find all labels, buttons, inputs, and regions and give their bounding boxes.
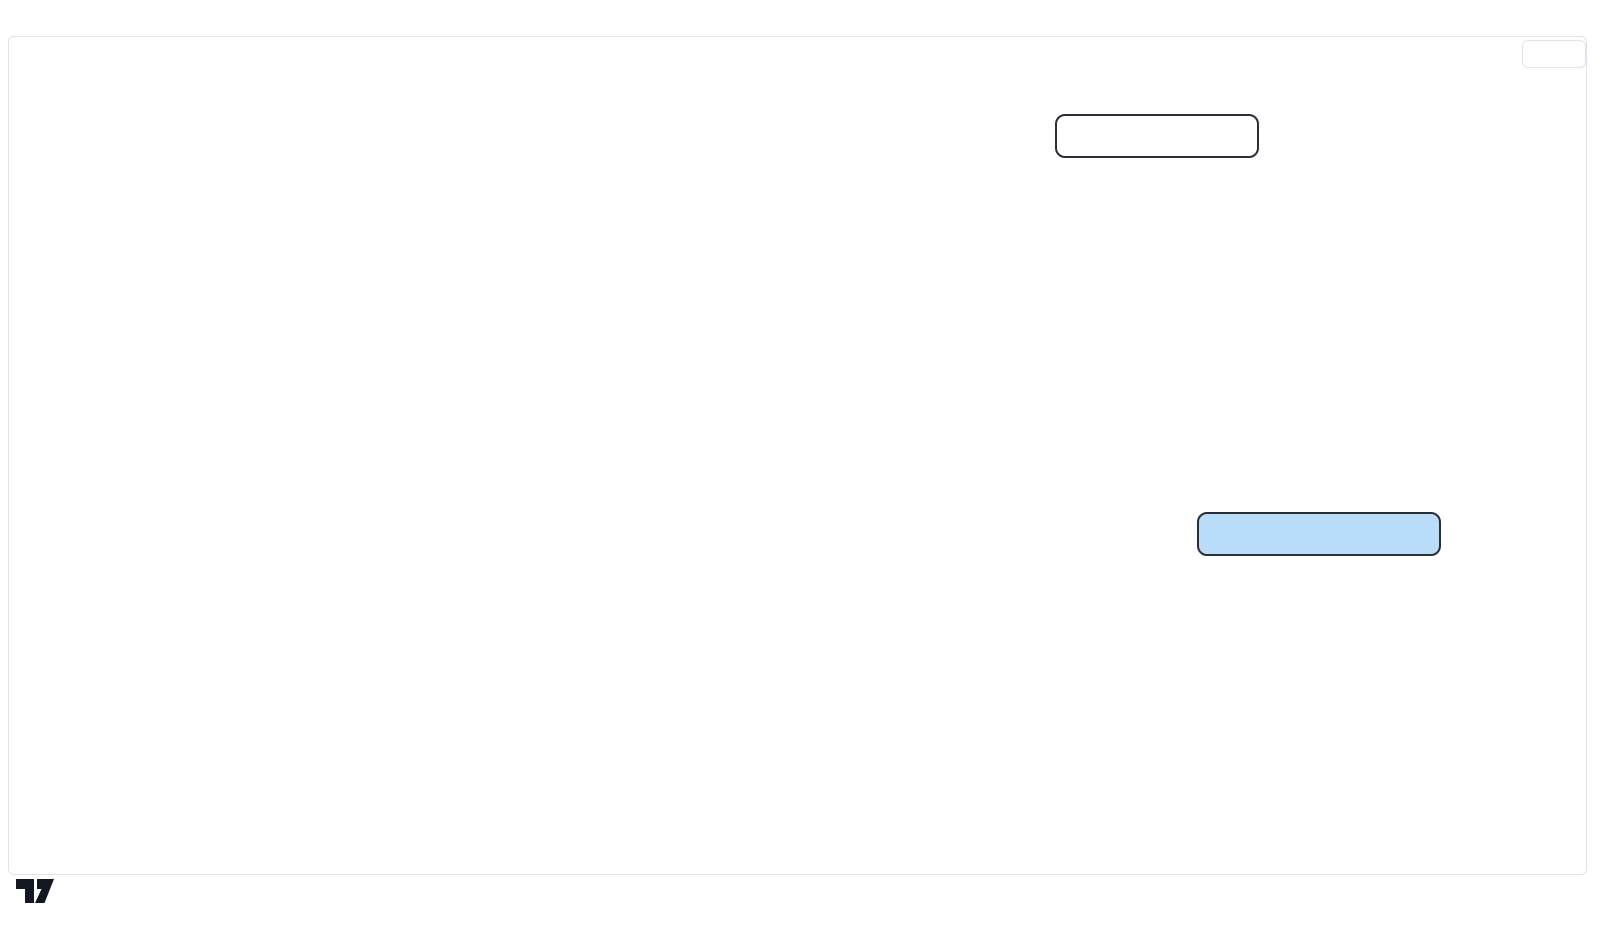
ema-band-callout[interactable]	[1197, 512, 1441, 556]
channel-callout[interactable]	[1055, 114, 1259, 158]
tradingview-logo-icon	[16, 879, 54, 903]
currency-toggle-button[interactable]	[1522, 40, 1586, 68]
chart-card	[8, 36, 1587, 875]
tradingview-link[interactable]	[14, 876, 62, 906]
